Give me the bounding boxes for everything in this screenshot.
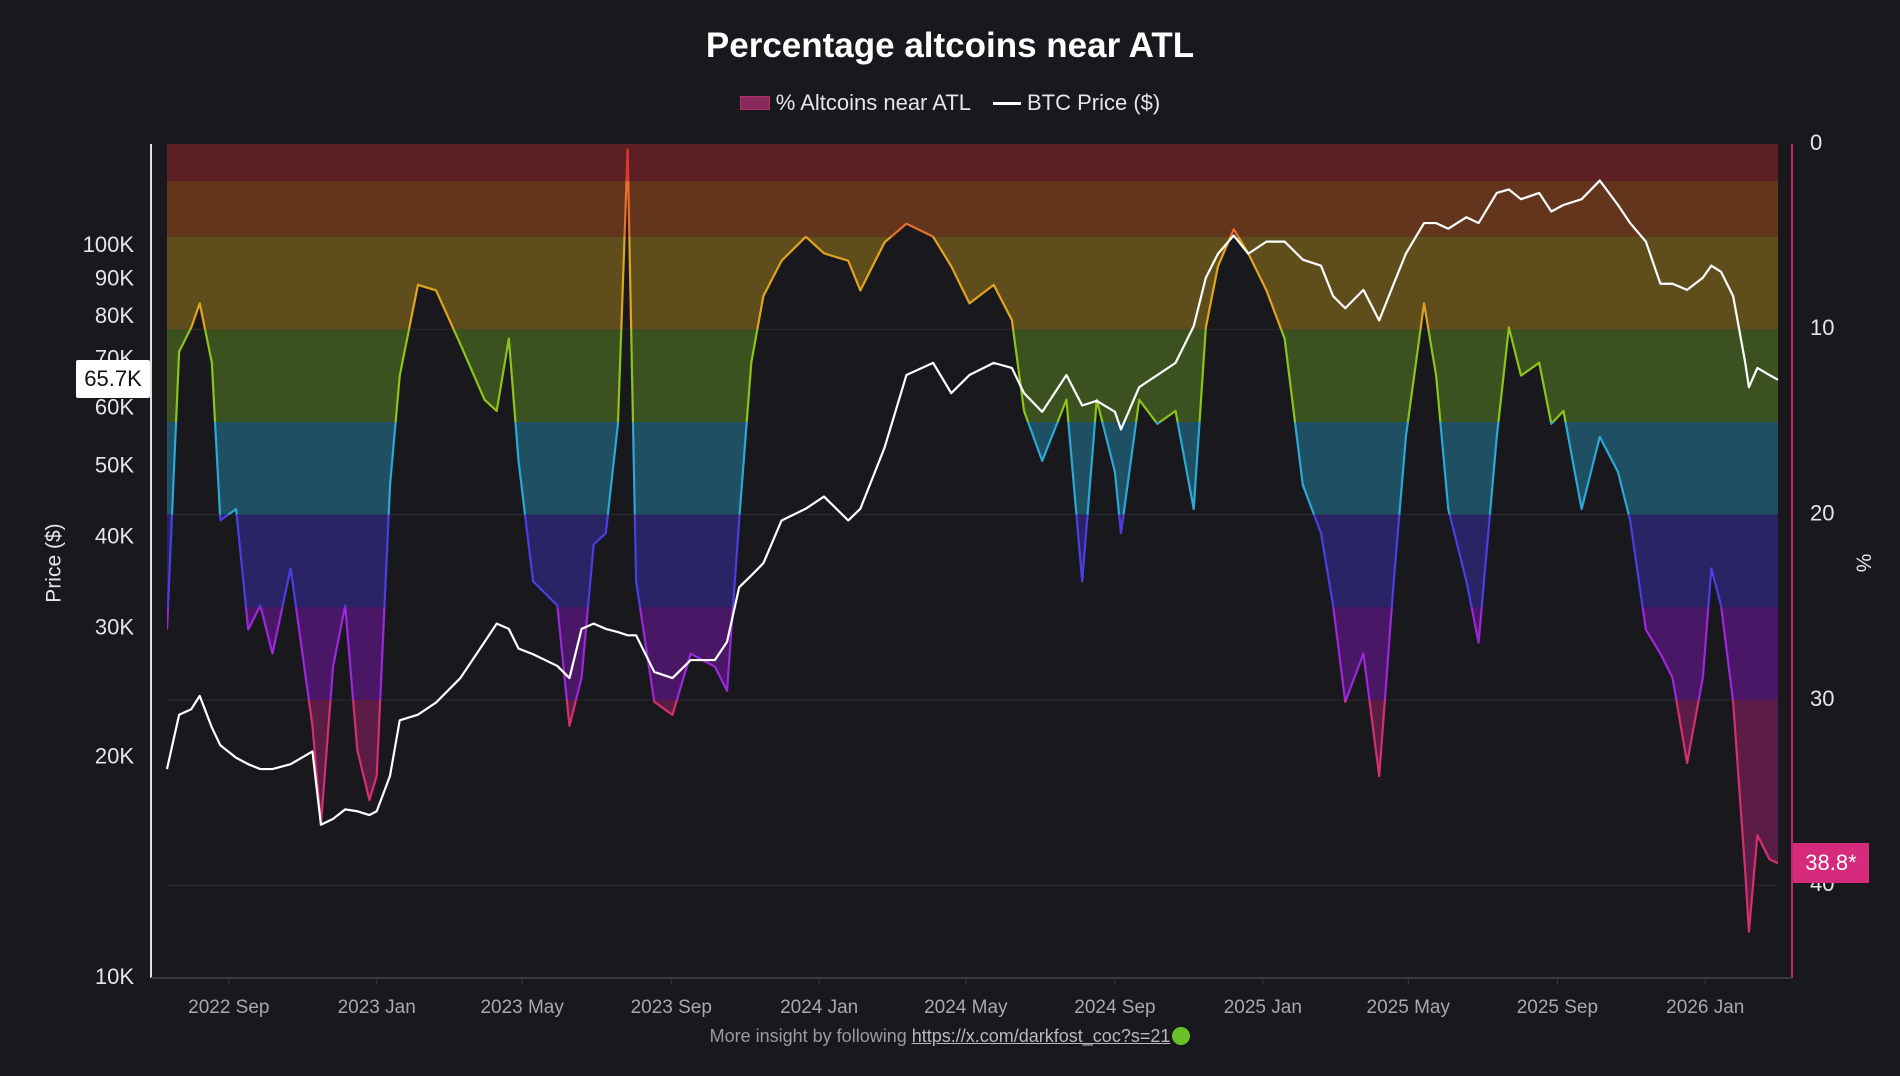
legend-item-btc[interactable]: BTC Price ($) [993, 90, 1160, 116]
x-tick-label: 2024 May [924, 997, 1008, 1018]
left-tick-label: 60K [95, 394, 134, 419]
left-tick-label: 80K [95, 303, 134, 328]
band-line [167, 514, 1778, 608]
left-tick-label: 30K [95, 615, 134, 640]
left-tick-label: 100K [83, 232, 135, 257]
legend-label: % Altcoins near ATL [775, 90, 971, 115]
x-tick-label: 2026 Jan [1666, 997, 1744, 1018]
right-axis-title: % [1851, 554, 1874, 573]
left-tick-label: 90K [95, 266, 134, 291]
x-tick-label: 2024 Jan [780, 997, 858, 1018]
area-swatch-icon [739, 96, 770, 110]
current-percent-label: 38.8* [1793, 843, 1869, 883]
legend: % Altcoins near ATL BTC Price ($) [0, 90, 1900, 116]
line-swatch-icon [993, 101, 1021, 105]
x-tick-label: 2025 Sep [1517, 997, 1598, 1018]
legend-label: BTC Price ($) [1027, 90, 1161, 115]
band-line [167, 236, 1778, 330]
x-tick-label: 2023 Jan [338, 997, 416, 1018]
left-tick-label: 40K [95, 523, 134, 548]
band-line [167, 607, 1778, 700]
band-line [167, 181, 1778, 237]
x-tick-label: 2022 Sep [188, 997, 269, 1018]
right-tick-label: 20 [1810, 500, 1834, 525]
current-price-label: 65.7K [76, 360, 150, 398]
band-line [167, 144, 1778, 182]
left-tick-label: 10K [95, 964, 134, 989]
right-tick-label: 10 [1810, 315, 1834, 340]
chart-title: Percentage altcoins near ATL [705, 26, 1195, 65]
altcoin-line [167, 144, 1778, 978]
x-tick-label: 2025 May [1367, 997, 1451, 1018]
x-tick-label: 2023 Sep [631, 997, 712, 1018]
footer-link[interactable]: https://x.com/darkfost_coc?s=21 [911, 1026, 1171, 1046]
band-line [167, 700, 1778, 978]
x-tick-label: 2024 Sep [1074, 997, 1155, 1018]
x-tick-label: 2023 May [480, 997, 564, 1018]
right-tick-label: 30 [1810, 686, 1834, 711]
band-line [167, 329, 1778, 422]
footer: More insight by following https://x.com/… [0, 1026, 1900, 1047]
footer-text: More insight by following [709, 1026, 912, 1046]
legend-item-altcoins[interactable]: % Altcoins near ATL [739, 90, 971, 116]
right-tick-label: 0 [1810, 130, 1822, 155]
left-tick-label: 50K [95, 452, 134, 477]
btc-price-line [165, 179, 1779, 826]
left-tick-label: 20K [95, 744, 134, 769]
frog-icon [1172, 1027, 1191, 1045]
band-line [167, 422, 1778, 515]
left-axis-title: Price ($) [43, 523, 66, 602]
x-tick-label: 2025 Jan [1224, 997, 1302, 1018]
